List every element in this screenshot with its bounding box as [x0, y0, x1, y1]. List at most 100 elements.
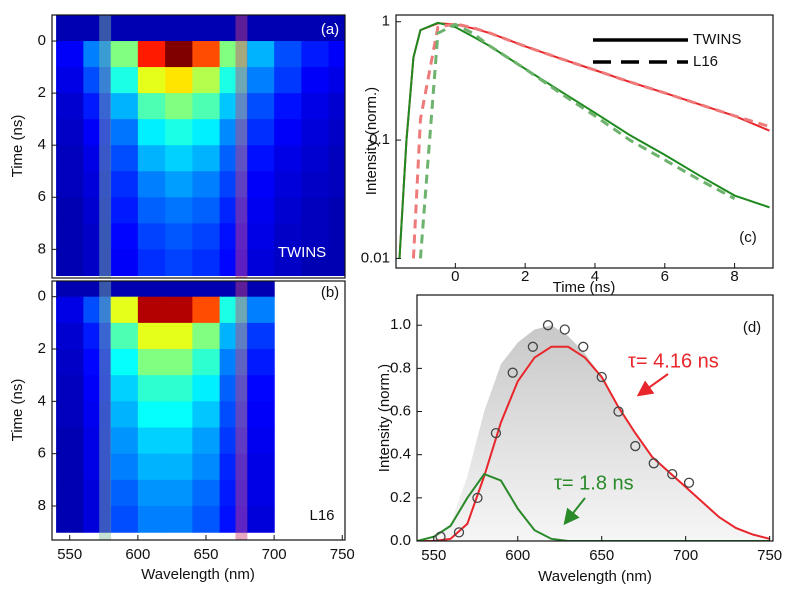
y-tick-label: 0.0	[390, 532, 411, 549]
heatmap-cell	[301, 145, 330, 172]
data-point	[648, 458, 659, 469]
heatmap-cell	[274, 249, 302, 276]
heatmap-cell	[192, 249, 221, 276]
heatmap-cell	[83, 401, 112, 429]
data-point	[630, 440, 641, 452]
heatmap-cell	[192, 453, 221, 481]
heatmap-cell	[83, 322, 112, 350]
heatmap-cell	[56, 322, 84, 350]
x-tick-label: 600	[125, 546, 150, 563]
heatmap-cell	[83, 171, 112, 198]
heatmap-cell	[83, 281, 112, 298]
y-tick-label: 1	[382, 13, 390, 30]
heatmap-cell	[165, 249, 193, 276]
arrow	[636, 373, 669, 397]
heatmap-cell	[165, 322, 193, 350]
heatmap-cell	[137, 223, 166, 250]
data-point	[683, 477, 695, 488]
heatmap-cell	[274, 171, 302, 198]
heatmap-cell	[56, 249, 84, 276]
line	[411, 22, 770, 259]
y-tick-label: 2	[38, 340, 46, 357]
x-tick-label: 750	[330, 546, 355, 563]
heatmap-cell	[56, 296, 84, 324]
heatmap-cell	[165, 15, 193, 42]
heatmap-cell	[274, 119, 302, 146]
heatmap-cell	[56, 41, 84, 68]
heatmap-cell	[328, 41, 345, 68]
heatmap-cell	[137, 119, 166, 146]
heatmap-cell	[246, 479, 275, 507]
heatmap-cell	[137, 171, 166, 198]
y-tick-label: 2	[38, 84, 46, 101]
heatmap-cell	[83, 349, 112, 376]
heatmap-cell	[110, 15, 139, 42]
heatmap-cell	[328, 223, 345, 250]
heatmap-cell	[137, 427, 166, 455]
line	[417, 345, 770, 541]
heatmap-cell	[219, 296, 248, 324]
heatmap-cell	[192, 119, 221, 146]
heatmap-cell	[192, 401, 221, 429]
x-tick-label: 550	[421, 547, 446, 564]
heatmap-cell	[110, 479, 139, 507]
heatmap-cell	[110, 505, 139, 533]
data-point	[490, 427, 502, 439]
highlight-band	[99, 281, 112, 540]
data-point	[435, 531, 446, 541]
heatmap-cell	[137, 375, 166, 402]
heatmap-cell	[328, 249, 345, 276]
axis-frame	[416, 294, 774, 542]
y-tick-label: 1.0	[390, 316, 411, 333]
heatmap-cell	[137, 67, 166, 94]
heatmap-cell	[192, 505, 221, 533]
heatmap-cell	[110, 281, 139, 298]
x-tick-label: 4	[591, 268, 599, 285]
highlight-band	[99, 15, 112, 278]
lifetime-label: τ= 4.16 ns	[628, 350, 719, 372]
y-tick-label: 6	[38, 188, 46, 205]
heatmap-cell	[165, 67, 193, 94]
heatmap-cell	[246, 119, 275, 146]
heatmap-cell	[219, 505, 248, 533]
heatmap-cell	[274, 145, 302, 172]
heatmap-cell	[56, 375, 84, 402]
heatmap-cell	[274, 15, 302, 42]
heatmap-cell	[83, 479, 112, 507]
x-tick-label: 700	[262, 546, 287, 563]
arrow	[563, 497, 586, 526]
heatmap-cell	[274, 197, 302, 224]
y-tick-label: 0.4	[390, 446, 411, 463]
heatmap-cell	[137, 401, 166, 429]
data-point	[559, 324, 570, 335]
y-axis-label: Intensity (norm.)	[363, 87, 380, 195]
heatmap-cell	[137, 93, 166, 120]
axis-frame	[51, 280, 346, 541]
heatmap-cell	[165, 505, 193, 533]
heatmap-cell	[219, 401, 248, 429]
heatmap-cell	[56, 15, 84, 42]
heatmap-cell	[83, 145, 112, 172]
heatmap-cell	[192, 349, 221, 376]
heatmap-cell	[137, 453, 166, 481]
heatmap-cell	[137, 281, 166, 298]
y-tick-label: 0	[38, 32, 46, 49]
heatmap-cell	[301, 41, 330, 68]
heatmap-cell	[192, 67, 221, 94]
heatmap-cell	[83, 15, 112, 42]
highlight-band	[235, 281, 248, 540]
data-point	[453, 527, 465, 538]
heatmap-cell	[328, 197, 345, 224]
heatmap-cell	[56, 197, 84, 224]
heatmap-cell	[274, 41, 302, 68]
x-tick-label: 750	[757, 547, 782, 564]
plot-area	[56, 281, 275, 540]
heatmap-cell	[83, 67, 112, 94]
x-tick-label: 8	[730, 268, 738, 285]
data-point	[527, 341, 539, 352]
heatmap-cell	[192, 41, 221, 68]
heatmap-cell	[328, 171, 345, 198]
heatmap-cell	[137, 479, 166, 507]
heatmap-cell	[165, 296, 193, 324]
